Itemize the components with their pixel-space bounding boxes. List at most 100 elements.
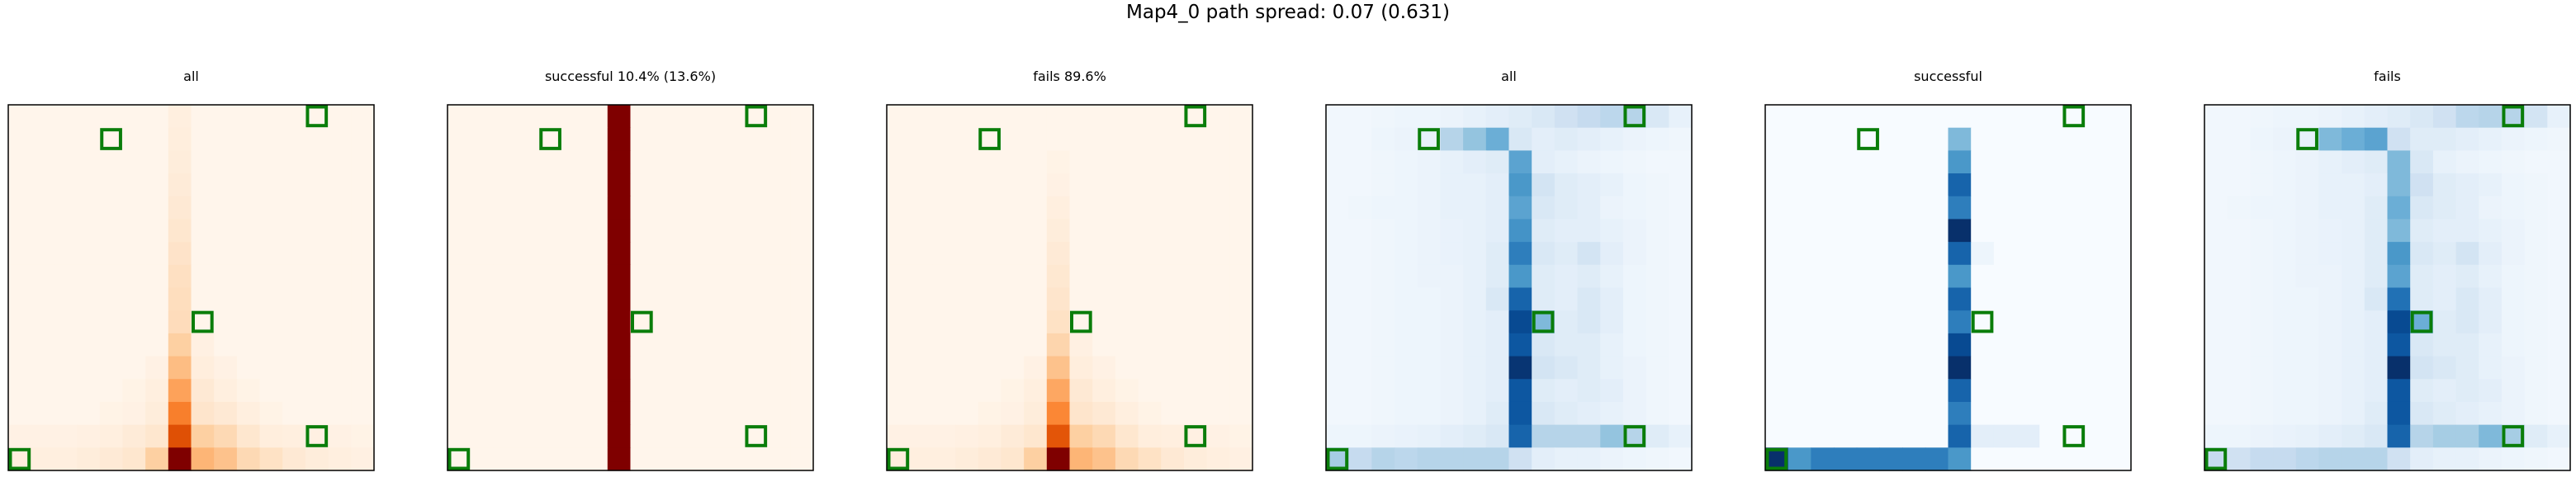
heatmap-cell	[259, 310, 283, 334]
heatmap-cell	[2524, 447, 2548, 471]
heatmap-cell	[1229, 242, 1253, 266]
heatmap-cell	[2410, 424, 2434, 448]
heatmap-cell	[2039, 310, 2063, 334]
goal-marker	[2502, 425, 2525, 447]
heatmap-cell	[1971, 150, 1995, 174]
heatmap-cell	[1532, 105, 1556, 129]
heatmap-cell	[1024, 379, 1048, 403]
heatmap-cell	[1395, 173, 1418, 197]
heatmap-cell	[8, 105, 32, 129]
heatmap-cell	[77, 264, 101, 289]
heatmap-cell	[1508, 333, 1532, 357]
heatmap-cell	[1788, 333, 1811, 357]
heatmap-cell	[145, 219, 169, 243]
heatmap-cell	[1206, 196, 1230, 220]
heatmap-cell	[77, 219, 101, 243]
heatmap-cell	[2250, 173, 2274, 197]
heatmap-cell	[1834, 173, 1858, 197]
heatmap-cell	[653, 242, 677, 266]
heatmap-cell	[2204, 310, 2228, 334]
heatmap-cell	[1001, 424, 1025, 448]
heatmap-cell	[191, 356, 215, 380]
heatmap-cell	[1206, 287, 1230, 311]
heatmap-cell	[447, 310, 471, 334]
heatmap-cell	[1092, 356, 1116, 380]
heatmap-cell	[145, 447, 169, 471]
heatmap-cell	[1348, 127, 1372, 151]
heatmap-cell	[493, 150, 517, 174]
heatmap-cell	[1326, 379, 1350, 403]
heatmap-cell	[1834, 356, 1858, 380]
heatmap-cell	[1161, 242, 1185, 266]
heatmap-cell	[1622, 242, 1647, 266]
heatmap-cell	[2273, 127, 2297, 151]
heatmap-cell	[653, 105, 677, 129]
heatmap-cell	[909, 424, 933, 448]
heatmap-cell	[2204, 356, 2228, 380]
goal-marker	[305, 105, 329, 128]
heatmap-cell	[978, 287, 1002, 311]
heatmap-cell	[1856, 150, 1881, 174]
heatmap-cell	[653, 287, 677, 311]
heatmap-cell	[1856, 105, 1881, 129]
heatmap-cell	[516, 242, 540, 266]
heatmap-cell	[675, 105, 700, 129]
heatmap-cell	[236, 219, 261, 243]
heatmap-cell	[1161, 424, 1185, 448]
heatmap-cell	[1046, 105, 1071, 129]
heatmap-cell	[767, 242, 791, 266]
heatmap-cell	[1001, 196, 1025, 220]
heatmap-cell	[305, 219, 329, 243]
heatmap-cell	[2295, 196, 2320, 220]
heatmap-cell	[1532, 424, 1556, 448]
heatmap-cell	[1440, 356, 1464, 380]
heatmap-cell	[790, 287, 814, 311]
heatmap-cell	[1206, 105, 1230, 129]
panel-title: successful	[1914, 69, 1982, 84]
heatmap-cell	[2227, 287, 2251, 311]
heatmap-cell	[538, 333, 563, 357]
heatmap-cell	[1508, 196, 1532, 220]
heatmap-cell	[1326, 105, 1350, 129]
heatmap-cell	[1161, 310, 1185, 334]
heatmap-cell	[1485, 333, 1510, 357]
heatmap-cell	[214, 242, 238, 266]
heatmap-cell	[2524, 105, 2548, 129]
heatmap-cell	[1834, 264, 1858, 289]
panel-title: successful 10.4% (13.6%)	[545, 69, 716, 84]
heatmap-cell	[1788, 356, 1811, 380]
heatmap-cell	[2501, 447, 2526, 471]
heatmap-cell	[2227, 447, 2251, 471]
heatmap-cell	[1417, 287, 1442, 311]
heatmap-cell	[932, 287, 956, 311]
heatmap-cell	[1092, 287, 1116, 311]
heatmap-cell	[1206, 150, 1230, 174]
heatmap-cell	[328, 196, 352, 220]
heatmap-cell	[1856, 173, 1881, 197]
heatmap-cell	[2387, 401, 2411, 426]
heatmap-cell	[1993, 379, 2018, 403]
heatmap-cell	[630, 356, 654, 380]
heatmap-cell	[328, 424, 352, 448]
heatmap-cell	[2455, 379, 2479, 403]
heatmap-cell	[744, 173, 769, 197]
heatmap-cell	[191, 105, 215, 129]
heatmap-cell	[585, 105, 608, 129]
heatmap-cell	[1948, 196, 1972, 220]
heatmap-cell	[1371, 264, 1395, 289]
heatmap-cell	[722, 424, 746, 448]
heatmap-cell	[2016, 173, 2040, 197]
heatmap-cell	[447, 127, 471, 151]
heatmap-cell	[2016, 333, 2040, 357]
heatmap-cell	[1925, 424, 1949, 448]
heatmap-cell	[538, 264, 563, 289]
heatmap-cell	[1463, 401, 1487, 426]
heatmap-cell	[607, 287, 632, 311]
heatmap-cell	[168, 401, 192, 426]
heatmap-cell	[1161, 333, 1185, 357]
heatmap-cell	[259, 105, 283, 129]
heatmap-cell	[259, 447, 283, 471]
heatmap-cell	[767, 264, 791, 289]
heatmap-cell	[282, 424, 306, 448]
heatmap-cell	[2318, 379, 2342, 403]
